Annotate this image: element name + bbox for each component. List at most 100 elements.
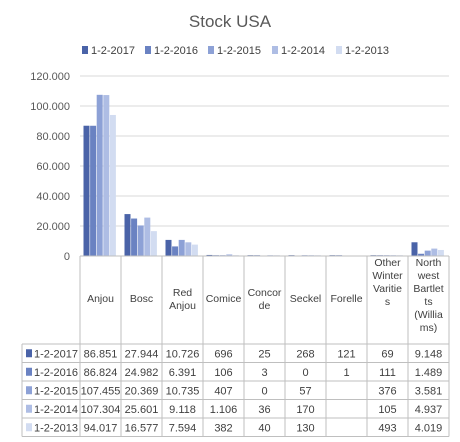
category-label: Bosc — [130, 293, 153, 305]
bar-1-2-2017-Bosc — [124, 214, 131, 256]
category-label: Concor — [248, 287, 282, 299]
category-label: North — [416, 257, 442, 269]
y-tick-label: 0 — [64, 251, 70, 263]
category-label: Forelle — [330, 293, 362, 305]
data-label: 106 — [214, 367, 232, 379]
legend-swatch-1-2-2016 — [145, 46, 151, 54]
data-label: 105 — [378, 404, 396, 416]
legend-label-1-2-2013: 1-2-2013 — [345, 45, 389, 57]
bar-1-2-2015-RedAnjou — [178, 239, 185, 256]
category-label: Other — [374, 257, 401, 269]
bar-1-2-2014-Anjou — [103, 95, 110, 256]
y-tick-label: 60.000 — [36, 161, 70, 173]
data-label: 86.824 — [84, 367, 118, 379]
row-label-1-2-2014: 1-2-2014 — [34, 404, 78, 416]
category-label: Varitie — [373, 283, 402, 295]
row-swatch-1-2-2015 — [26, 386, 32, 395]
data-label: 1 — [343, 367, 349, 379]
row-label-1-2-2016: 1-2-2016 — [34, 367, 78, 379]
data-label: 10.726 — [166, 348, 200, 360]
category-label: ms) — [420, 322, 438, 334]
legend-label-1-2-2016: 1-2-2016 — [154, 45, 198, 57]
data-label: 4.019 — [415, 422, 443, 434]
bar-1-2-2017-RedAnjou — [165, 239, 172, 256]
data-label: 36 — [258, 404, 270, 416]
bar-1-2-2013-NorthwestBartletts(Williams) — [437, 249, 444, 256]
data-label: 16.577 — [125, 422, 159, 434]
data-label: 3 — [261, 367, 267, 379]
data-label: 0 — [261, 385, 267, 397]
data-label: 9.148 — [415, 348, 443, 360]
bar-1-2-2014-Comice — [226, 254, 233, 256]
row-swatch-1-2-2016 — [26, 367, 32, 376]
y-tick-label: 100.000 — [30, 101, 70, 113]
data-label: 7.594 — [169, 422, 197, 434]
bar-1-2-2013-Anjou — [109, 114, 116, 256]
bar-1-2-2016-RedAnjou — [172, 246, 179, 256]
data-label: 10.735 — [166, 385, 200, 397]
data-label: 57 — [299, 385, 311, 397]
data-label: 94.017 — [84, 422, 118, 434]
data-label: 69 — [381, 348, 393, 360]
row-label-1-2-2017: 1-2-2017 — [34, 348, 78, 360]
row-label-1-2-2015: 1-2-2015 — [34, 385, 78, 397]
bar-1-2-2014-Bosc — [144, 217, 151, 256]
y-tick-label: 80.000 — [36, 131, 70, 143]
data-label: 111 — [379, 367, 396, 379]
y-tick-label: 40.000 — [36, 191, 70, 203]
y-tick-label: 120.000 — [30, 71, 70, 83]
data-label: 0 — [302, 367, 308, 379]
chart-title: Stock USA — [189, 12, 272, 31]
legend-label-1-2-2017: 1-2-2017 — [91, 45, 135, 57]
data-label: 493 — [378, 422, 396, 434]
legend-label-1-2-2015: 1-2-2015 — [217, 45, 261, 57]
data-label: 86.851 — [84, 348, 118, 360]
bar-1-2-2013-Bosc — [150, 231, 157, 256]
bars — [83, 94, 444, 256]
category-label: Red — [173, 287, 192, 299]
data-label: 170 — [296, 404, 314, 416]
data-label: 40 — [258, 422, 270, 434]
category-label: Comice — [206, 293, 242, 305]
bar-1-2-2015-NorthwestBartletts(Williams) — [424, 250, 431, 256]
bar-1-2-2013-RedAnjou — [191, 244, 198, 256]
bar-1-2-2017-Anjou — [83, 125, 90, 256]
data-label: 27.944 — [125, 348, 159, 360]
data-label: 696 — [214, 348, 232, 360]
legend-swatch-1-2-2015 — [208, 46, 214, 54]
category-label: Winter — [372, 270, 403, 282]
row-swatch-1-2-2017 — [26, 349, 32, 358]
bar-1-2-2016-Anjou — [90, 125, 97, 256]
row-label-1-2-2013: 1-2-2013 — [34, 422, 78, 434]
data-label: 107.455 — [81, 385, 121, 397]
data-label: 9.118 — [169, 404, 196, 416]
data-label: 121 — [337, 348, 355, 360]
legend-swatch-1-2-2014 — [272, 46, 278, 54]
data-label: 3.581 — [415, 385, 443, 397]
data-label: 1.106 — [210, 404, 238, 416]
data-label: 25 — [258, 348, 270, 360]
category-label: Anjou — [169, 300, 196, 312]
data-label: 382 — [214, 422, 232, 434]
bar-1-2-2016-Bosc — [131, 218, 138, 256]
data-label: 107.304 — [81, 404, 121, 416]
category-label: (Willia — [414, 309, 443, 321]
bar-1-2-2014-RedAnjou — [185, 242, 192, 256]
row-swatch-1-2-2014 — [26, 404, 32, 413]
bar-1-2-2017-NorthwestBartletts(Williams) — [411, 242, 418, 256]
data-label: 268 — [296, 348, 314, 360]
y-tick-label: 20.000 — [36, 221, 70, 233]
category-label: west — [417, 270, 440, 282]
data-label: 130 — [296, 422, 314, 434]
bar-1-2-2017-Comice — [206, 254, 213, 256]
category-label: s — [385, 296, 390, 308]
bar-1-2-2014-NorthwestBartletts(Williams) — [431, 248, 438, 256]
data-label: 4.937 — [415, 404, 443, 416]
data-label: 6.391 — [169, 367, 197, 379]
data-label: 24.982 — [125, 367, 159, 379]
category-label: ts — [424, 296, 432, 308]
data-label: 376 — [378, 385, 396, 397]
